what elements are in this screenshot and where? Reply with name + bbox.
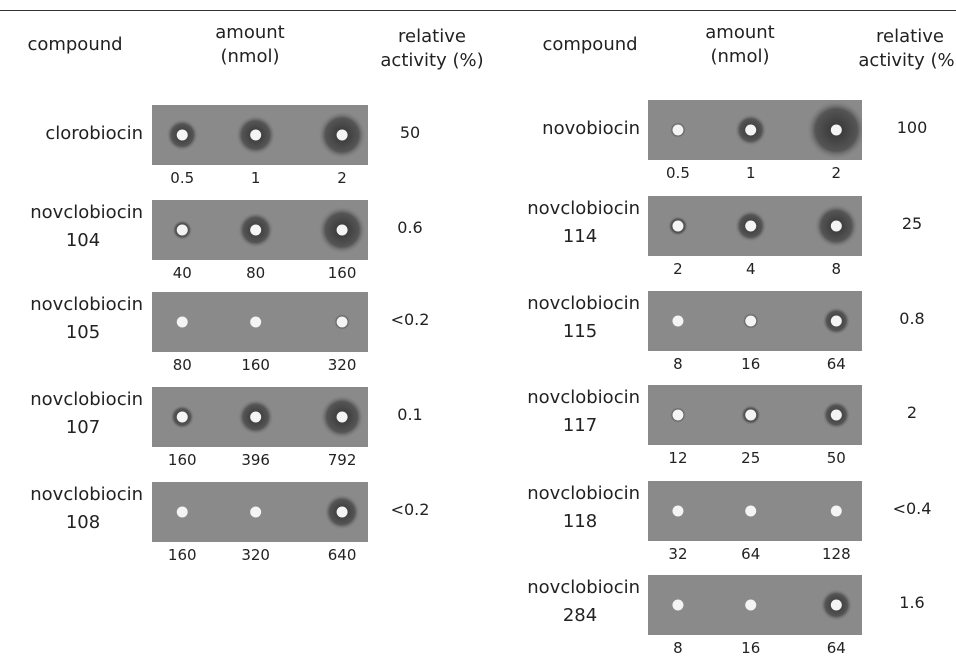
compound-name: 108 — [28, 514, 138, 532]
relative-activity: <0.2 — [380, 502, 440, 518]
compound-name: novclobiocin — [0, 295, 640, 313]
amount-label: 1 — [731, 166, 771, 181]
amount-label: 2 — [816, 166, 856, 181]
amount-label: 32 — [658, 547, 698, 562]
top-rule — [0, 10, 956, 11]
relative-activity: 1.6 — [882, 595, 942, 611]
amount-label: 8 — [816, 262, 856, 277]
amount-label: 8 — [658, 641, 698, 656]
column-header: activity (%) — [858, 52, 956, 70]
amount-label: 2 — [658, 262, 698, 277]
amount-label: 64 — [816, 641, 856, 656]
amount-label: 160 — [322, 266, 362, 281]
amount-label: 16 — [731, 641, 771, 656]
assay-plate — [648, 385, 862, 445]
relative-activity: 100 — [882, 120, 942, 136]
compound-name: 104 — [28, 232, 138, 250]
assay-plate — [648, 575, 862, 635]
relative-activity: 0.1 — [380, 407, 440, 423]
amount-label: 0.5 — [658, 166, 698, 181]
amount-label: 128 — [816, 547, 856, 562]
amount-label: 792 — [322, 453, 362, 468]
column-header: compound — [542, 36, 637, 54]
compound-name: 105 — [28, 324, 138, 342]
compound-name: 117 — [525, 417, 635, 435]
column-header: amount — [705, 24, 774, 42]
amount-label: 640 — [322, 548, 362, 563]
assay-plate — [648, 481, 862, 541]
compound-name: 284 — [525, 607, 635, 625]
relative-activity: 0.8 — [882, 311, 942, 327]
assay-plate — [648, 100, 862, 160]
relative-activity: 25 — [882, 216, 942, 232]
compound-name: novclobiocin — [0, 485, 640, 503]
relative-activity: <0.2 — [380, 312, 440, 328]
compound-name: 118 — [525, 513, 635, 531]
relative-activity: <0.4 — [882, 501, 942, 517]
amount-label: 64 — [731, 547, 771, 562]
column-header: amount — [215, 24, 284, 42]
amount-label: 50 — [816, 451, 856, 466]
amount-label: 320 — [322, 358, 362, 373]
amount-label: 80 — [162, 358, 202, 373]
amount-label: 160 — [162, 453, 202, 468]
amount-label: 12 — [658, 451, 698, 466]
column-header: compound — [27, 36, 122, 54]
amount-label: 25 — [731, 451, 771, 466]
figure: compound amount (nmol) relative activity (%)… — [0, 0, 956, 657]
assay-plate — [648, 291, 862, 351]
amount-label: 80 — [236, 266, 276, 281]
amount-label: 64 — [816, 357, 856, 372]
amount-label: 320 — [236, 548, 276, 563]
compound-name: 115 — [525, 323, 635, 341]
assay-plate — [648, 196, 862, 256]
amount-label: 1 — [236, 171, 276, 186]
amount-label: 16 — [731, 357, 771, 372]
column-header: (nmol) — [220, 48, 279, 66]
compound-name: 107 — [28, 419, 138, 437]
column-header: relative — [398, 28, 466, 46]
amount-label: 4 — [731, 262, 771, 277]
compound-name: novclobiocin — [0, 579, 640, 597]
amount-label: 40 — [162, 266, 202, 281]
amount-label: 2 — [322, 171, 362, 186]
relative-activity: 0.6 — [380, 220, 440, 236]
amount-label: 160 — [236, 358, 276, 373]
compound-name: novobiocin — [0, 120, 640, 138]
amount-label: 0.5 — [162, 171, 202, 186]
amount-label: 8 — [658, 357, 698, 372]
column-header: activity (%) — [380, 52, 483, 70]
amount-label: 160 — [162, 548, 202, 563]
relative-activity: 2 — [882, 405, 942, 421]
column-header: (nmol) — [710, 48, 769, 66]
compound-name: novclobiocin — [0, 389, 640, 407]
column-header: relative — [876, 28, 944, 46]
compound-name: novclobiocin — [0, 200, 640, 218]
amount-label: 396 — [236, 453, 276, 468]
compound-name: 114 — [525, 228, 635, 246]
